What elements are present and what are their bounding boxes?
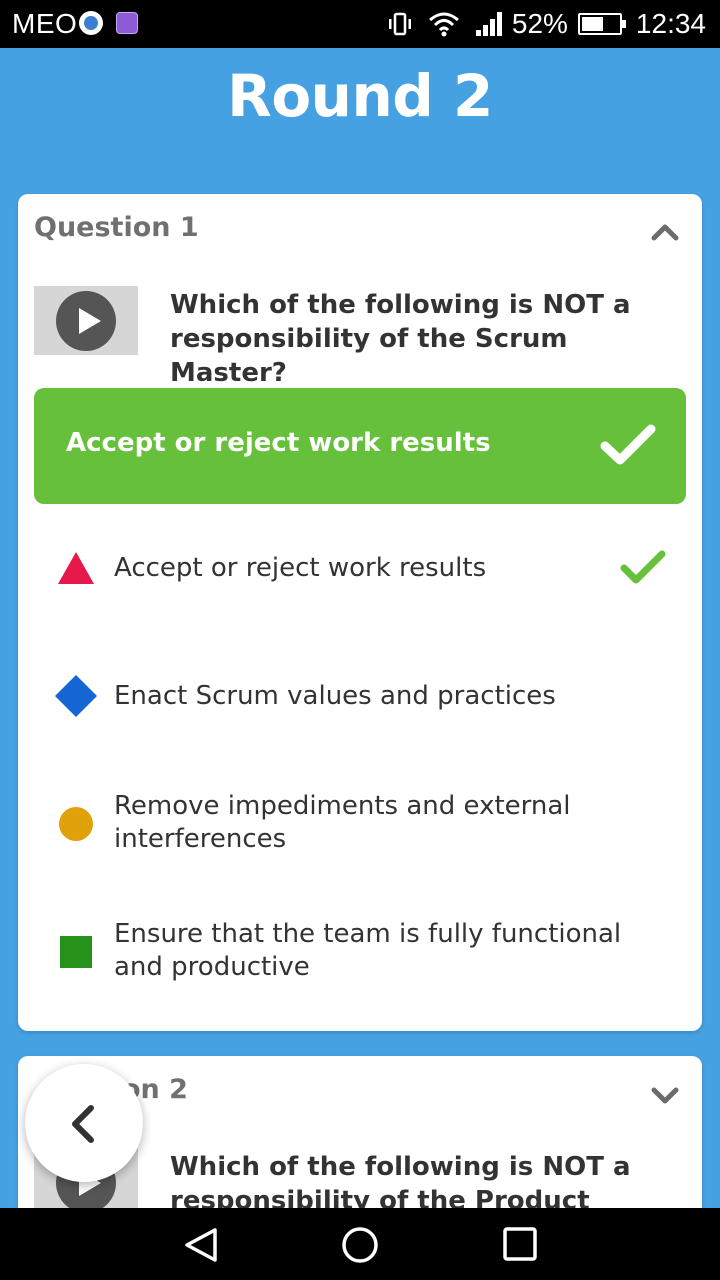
correct-answer-banner: Accept or reject work results bbox=[34, 388, 686, 504]
chevron-down-icon[interactable] bbox=[650, 1080, 680, 1110]
chevron-up-icon[interactable] bbox=[650, 218, 680, 248]
question-text: Which of the following is NOT a responsi… bbox=[170, 290, 631, 388]
play-icon[interactable] bbox=[56, 291, 116, 351]
status-bar: MEO 52% 12:34 bbox=[0, 0, 720, 48]
option-text: Enact Scrum values and practices bbox=[114, 681, 556, 711]
carrier-name: MEO bbox=[12, 8, 78, 39]
battery-percent: 52% bbox=[511, 8, 568, 39]
wifi-icon bbox=[428, 12, 459, 37]
gallery-notification-icon bbox=[116, 12, 138, 34]
option-text: Accept or reject work results bbox=[114, 553, 487, 583]
chevron-left-icon bbox=[72, 1105, 94, 1143]
correct-answer-text: Accept or reject work results bbox=[66, 428, 491, 458]
vibrate-icon bbox=[388, 12, 411, 36]
nav-back-icon[interactable] bbox=[182, 1226, 220, 1264]
diamond-shape-icon bbox=[55, 675, 97, 717]
option-text: Ensure that the team is fully functional… bbox=[114, 919, 622, 982]
square-shape-icon bbox=[60, 936, 92, 968]
page-title: Round 2 bbox=[227, 62, 493, 130]
system-navigation-bar bbox=[0, 1208, 720, 1280]
nav-home-icon[interactable] bbox=[341, 1226, 379, 1264]
video-thumbnail[interactable] bbox=[34, 286, 138, 355]
check-icon bbox=[600, 424, 656, 465]
circle-shape-icon bbox=[59, 807, 93, 841]
check-icon bbox=[620, 550, 666, 584]
back-button[interactable] bbox=[25, 1064, 143, 1182]
app-notification-icon bbox=[79, 11, 103, 35]
option-text: Remove impediments and external interfer… bbox=[114, 791, 571, 854]
clock: 12:34 bbox=[635, 8, 706, 39]
signal-icon bbox=[475, 12, 502, 36]
question-card-1: Question 1 Which of the following is NOT… bbox=[18, 194, 702, 1031]
question-label: Question 1 bbox=[34, 212, 199, 243]
battery-icon bbox=[577, 13, 626, 35]
nav-recents-icon[interactable] bbox=[502, 1226, 538, 1262]
triangle-shape-icon bbox=[58, 552, 94, 584]
